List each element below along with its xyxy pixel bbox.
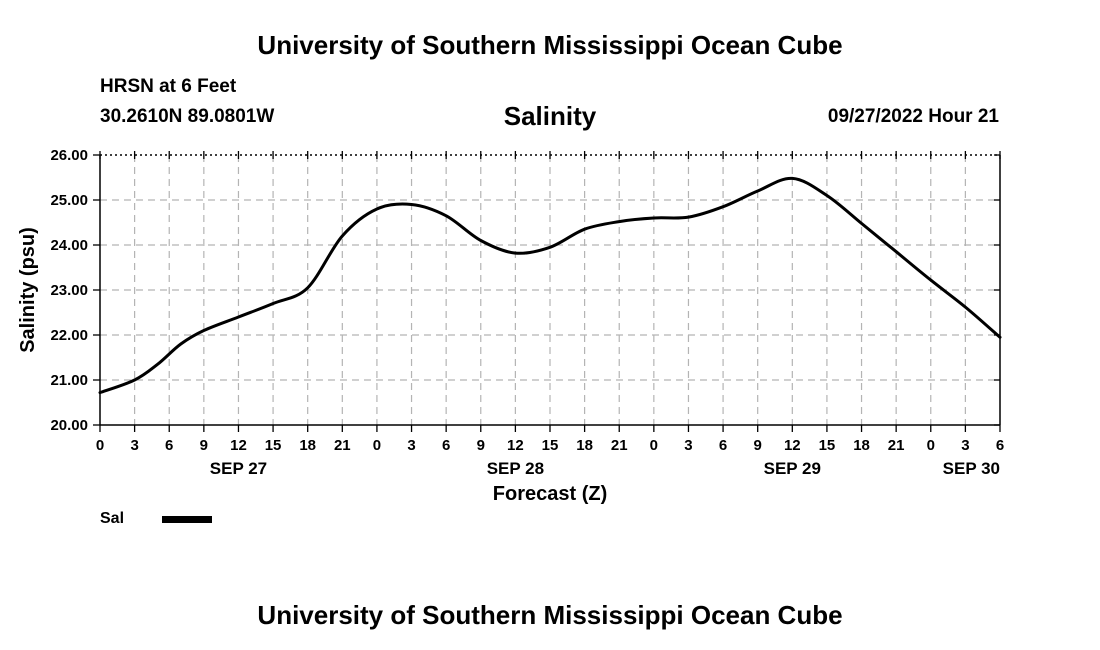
day-label: SEP 28 [487, 459, 544, 478]
x-tick-label: 9 [754, 437, 762, 454]
x-tick-label: 3 [130, 437, 138, 454]
x-tick-label: 15 [819, 437, 836, 454]
x-tick-label: 6 [165, 437, 173, 454]
x-tick-label: 3 [684, 437, 692, 454]
station-coordinates: 30.2610N 89.0801W [100, 106, 275, 127]
x-tick-label: 0 [650, 437, 658, 454]
day-label: SEP 27 [210, 459, 267, 478]
day-label: SEP 30 [943, 459, 1000, 478]
legend-swatch [162, 516, 212, 523]
x-tick-label: 12 [507, 437, 524, 454]
salinity-series-line [98, 176, 1002, 395]
x-tick-label: 6 [996, 437, 1004, 454]
x-tick-label: 21 [888, 437, 905, 454]
x-tick-label: 9 [200, 437, 208, 454]
x-tick-label: 12 [230, 437, 247, 454]
forecast-datetime: 09/27/2022 Hour 21 [827, 106, 999, 127]
x-tick-label: 3 [961, 437, 969, 454]
grid-lines [100, 155, 1000, 425]
x-tick-label: 0 [927, 437, 935, 454]
org-title: University of Southern Mississippi Ocean… [257, 30, 843, 60]
y-tick-label: 20.00 [50, 417, 88, 434]
x-tick-label: 18 [576, 437, 593, 454]
x-tick-label: 9 [477, 437, 485, 454]
y-tick-label: 25.00 [50, 192, 88, 209]
x-tick-label: 21 [611, 437, 628, 454]
salinity-chart: 0 3 6 9 12 15 18 21 0 3 6 9 12 15 18 21 0 3 6 9 12 15 18 21 0 3 6 2… [17, 147, 1004, 505]
footer-title: University of Southern Mississippi Ocean… [257, 600, 843, 630]
y-tick-label: 24.00 [50, 237, 88, 254]
x-axis-label: Forecast (Z) [493, 483, 607, 505]
y-tick-label: 23.00 [50, 282, 88, 299]
x-tick-label: 15 [265, 437, 282, 454]
x-tick-label: 15 [542, 437, 559, 454]
y-tick-label: 22.00 [50, 327, 88, 344]
day-label: SEP 29 [764, 459, 821, 478]
x-tick-label: 21 [334, 437, 351, 454]
y-tick-label: 26.00 [50, 147, 88, 164]
station-name: HRSN at 6 Feet [100, 76, 237, 97]
x-tick-label: 0 [373, 437, 381, 454]
x-tick-label: 18 [299, 437, 316, 454]
y-axis-label: Salinity (psu) [17, 227, 39, 353]
x-tick-label: 12 [784, 437, 801, 454]
x-tick-label: 6 [719, 437, 727, 454]
x-tick-label: 0 [96, 437, 104, 454]
chart-title: Salinity [503, 101, 597, 131]
x-tick-label: 3 [407, 437, 415, 454]
legend-label: Sal [100, 510, 125, 527]
x-tick-label: 6 [442, 437, 450, 454]
x-tick-label: 18 [853, 437, 870, 454]
y-tick-label: 21.00 [50, 372, 88, 389]
